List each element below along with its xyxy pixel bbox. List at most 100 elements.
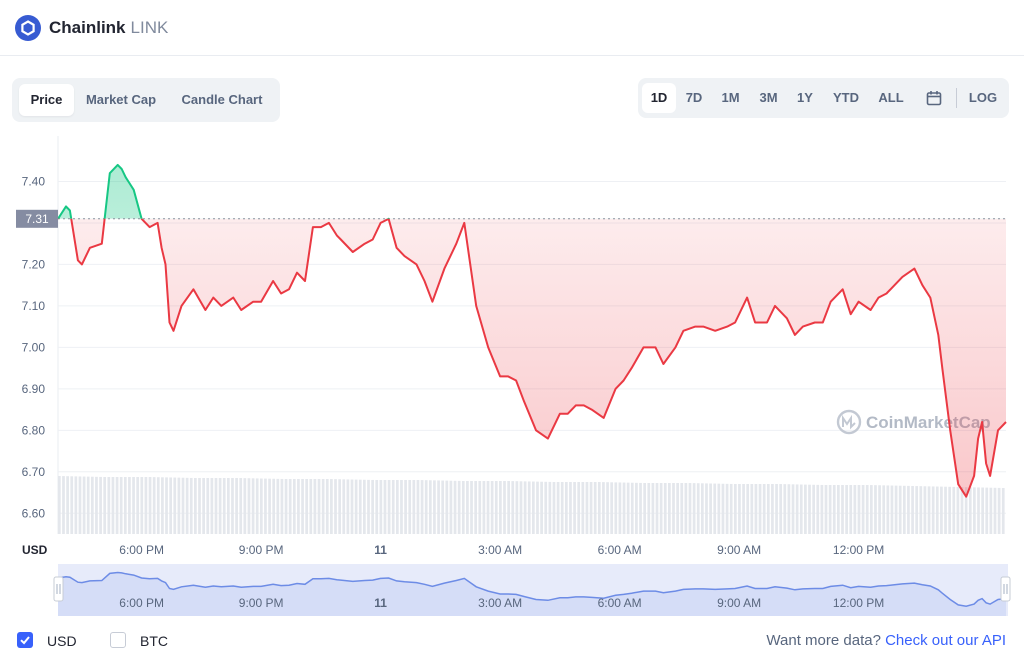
volume-bar — [247, 478, 251, 534]
volume-bar — [74, 476, 78, 534]
volume-bar — [548, 481, 552, 534]
volume-bar — [325, 479, 329, 534]
volume-bar — [775, 484, 778, 534]
x-tick-label: 12:00 PM — [833, 543, 884, 557]
volume-bar — [845, 485, 848, 534]
volume-bar — [754, 484, 758, 534]
volume-bar — [886, 485, 890, 534]
volume-bar — [861, 485, 865, 534]
volume-bar — [342, 479, 346, 534]
volume-bar — [206, 478, 210, 534]
calendar-icon[interactable] — [919, 83, 949, 113]
time-range-tabs: 1D 7D 1M 3M 1Y YTD ALL LOG — [638, 78, 1009, 118]
volume-bar — [935, 486, 939, 534]
volume-bar — [849, 485, 853, 534]
volume-bar — [791, 484, 795, 534]
currency-axis-label: USD — [22, 543, 48, 557]
range-tab-1m[interactable]: 1M — [721, 90, 740, 105]
tab-market-cap[interactable]: Market Cap — [85, 92, 157, 107]
volume-bar — [107, 477, 111, 534]
volume-bar — [478, 481, 482, 534]
navigator-left-handle[interactable] — [53, 576, 64, 602]
volume-bar — [350, 479, 354, 534]
volume-bar — [395, 480, 399, 534]
volume-bar — [292, 479, 296, 534]
volume-bar — [218, 478, 222, 534]
tab-price[interactable]: Price — [19, 84, 74, 116]
price-area-down — [71, 218, 1006, 497]
volume-bar — [787, 484, 791, 534]
volume-bar — [499, 481, 502, 534]
volume-bar — [536, 481, 539, 534]
volume-bar — [841, 485, 844, 534]
range-tab-1y[interactable]: 1Y — [797, 90, 813, 105]
range-tab-7d[interactable]: 7D — [685, 90, 703, 105]
range-tab-all[interactable]: ALL — [878, 90, 904, 105]
volume-bar — [412, 480, 416, 534]
volume-bar — [284, 479, 288, 534]
price-line — [58, 163, 1007, 498]
range-tab-1d[interactable]: 1D — [642, 83, 676, 113]
volume-bar — [148, 477, 152, 534]
volume-bar — [420, 480, 424, 534]
tab-candle-chart[interactable]: Candle Chart — [181, 92, 263, 107]
chainlink-hexagon-icon — [15, 14, 41, 41]
usd-checkbox[interactable] — [17, 632, 33, 648]
volume-bar — [837, 485, 840, 534]
volume-bar — [898, 485, 902, 534]
volume-bar — [721, 483, 725, 534]
volume-bar — [226, 478, 230, 534]
navigator-tick-label: 11 — [374, 596, 387, 610]
volume-bar — [560, 482, 564, 534]
volume-bar — [717, 483, 721, 534]
btc-checkbox[interactable] — [110, 632, 126, 648]
volume-bar — [268, 478, 271, 534]
volume-bar — [771, 484, 774, 534]
volume-bar — [948, 486, 952, 534]
btc-label: BTC — [140, 633, 168, 649]
volume-bar — [309, 479, 313, 534]
navigator-right-handle[interactable] — [1000, 576, 1011, 602]
volume-bar — [231, 478, 234, 534]
y-tick-label: 7.00 — [22, 340, 46, 354]
volume-bar — [321, 479, 325, 534]
volume-bar — [985, 487, 989, 534]
volume-bar — [581, 482, 585, 534]
volume-bar — [812, 484, 815, 534]
volume-bar — [78, 476, 82, 534]
volume-bar — [490, 481, 494, 534]
api-link[interactable]: Check out our API — [885, 632, 1006, 649]
volume-bar — [461, 480, 465, 534]
volume-bar — [251, 478, 255, 534]
volume-bar — [853, 485, 857, 534]
volume-bar — [523, 481, 527, 534]
volume-bar — [66, 476, 69, 534]
volume-bar — [705, 483, 708, 534]
volume-bar — [622, 482, 626, 534]
volume-bar — [981, 487, 984, 534]
x-tick-label: 9:00 AM — [717, 543, 761, 557]
volume-bar — [301, 479, 304, 534]
navigator-line — [57, 571, 1007, 607]
volume-bar — [453, 480, 457, 534]
volume-bar — [144, 477, 148, 534]
volume-bar — [762, 484, 766, 534]
volume-bar — [709, 483, 712, 534]
volume-bar — [907, 485, 910, 534]
volume-bar — [618, 482, 622, 534]
volume-bar — [651, 483, 655, 534]
volume-bar — [750, 484, 754, 534]
range-tab-3m[interactable]: 3M — [759, 90, 778, 105]
volume-bar — [944, 486, 947, 534]
log-scale-toggle[interactable]: LOG — [968, 90, 998, 105]
range-tab-ytd[interactable]: YTD — [833, 90, 859, 105]
volume-bar — [569, 482, 572, 534]
volume-bar — [647, 483, 651, 534]
volume-bar — [507, 481, 510, 534]
volume-bar — [503, 481, 506, 534]
volume-bar — [177, 477, 181, 534]
x-axis: 6:00 PM 9:00 PM 11 3:00 AM 6:00 AM 9:00 AM 12:… — [119, 543, 884, 557]
range-navigator[interactable]: 6:00 PM 9:00 PM 11 3:00 AM 6:00 AM 9:00 AM 12:… — [53, 564, 1011, 616]
volume-bar — [643, 483, 647, 534]
volume-bar — [725, 483, 729, 534]
